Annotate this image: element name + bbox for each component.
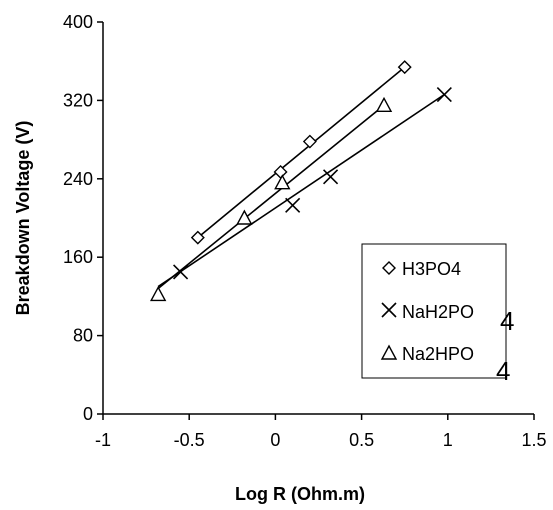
legend-label-nah2po4: NaH2PO (402, 302, 474, 322)
data-point-x (436, 86, 452, 103)
legend-x-icon (381, 302, 397, 318)
data-point-triangle (149, 285, 167, 302)
data-point-triangle (375, 96, 393, 112)
x-tick-label: 1.5 (521, 430, 546, 450)
data-point-triangle (274, 174, 291, 190)
data-point-diamond (397, 60, 412, 75)
fit-line-series-2 (157, 104, 385, 290)
y-tick-label: 160 (63, 247, 93, 267)
data-point-diamond (302, 134, 317, 149)
legend-label-h3po4: H3PO4 (402, 259, 461, 279)
y-tick-label: 80 (73, 326, 93, 346)
legend-label-na2hpo4: Na2HPO (402, 344, 474, 364)
legend-diamond-icon (382, 261, 396, 275)
legend: H3PO4 NaH2PO 4 Na2HPO 4 (361, 243, 514, 386)
x-tick-label: 0 (270, 430, 280, 450)
y-axis-ticks: 0 80 160 240 320 400 (63, 12, 103, 424)
fit-line-series-0 (197, 66, 406, 239)
data-point-diamond (273, 164, 288, 179)
data-point-diamond (190, 230, 205, 245)
y-tick-label: 240 (63, 169, 93, 189)
x-axis-ticks: -1 -0.5 0 0.5 1 1.5 (95, 414, 547, 450)
x-tick-label: -1 (95, 430, 111, 450)
x-axis-title: Log R (Ohm.m) (235, 484, 365, 504)
y-tick-label: 0 (83, 404, 93, 424)
data-point-x (285, 197, 301, 213)
y-axis-title: Breakdown Voltage (V) (13, 121, 33, 316)
x-tick-label: 1 (443, 430, 453, 450)
x-tick-label: 0.5 (349, 430, 374, 450)
x-tick-label: -0.5 (174, 430, 205, 450)
y-tick-label: 400 (63, 12, 93, 32)
legend-subscript-4-b: 4 (496, 356, 510, 386)
fit-line-series-1 (157, 93, 445, 288)
data-point-x (323, 169, 339, 185)
y-tick-label: 320 (63, 90, 93, 110)
data-point-triangle (236, 209, 253, 225)
legend-triangle-icon (380, 344, 398, 360)
data-point-x (173, 264, 189, 280)
legend-subscript-4-a: 4 (500, 306, 514, 336)
fit-lines (157, 66, 445, 290)
data-points (149, 60, 452, 302)
